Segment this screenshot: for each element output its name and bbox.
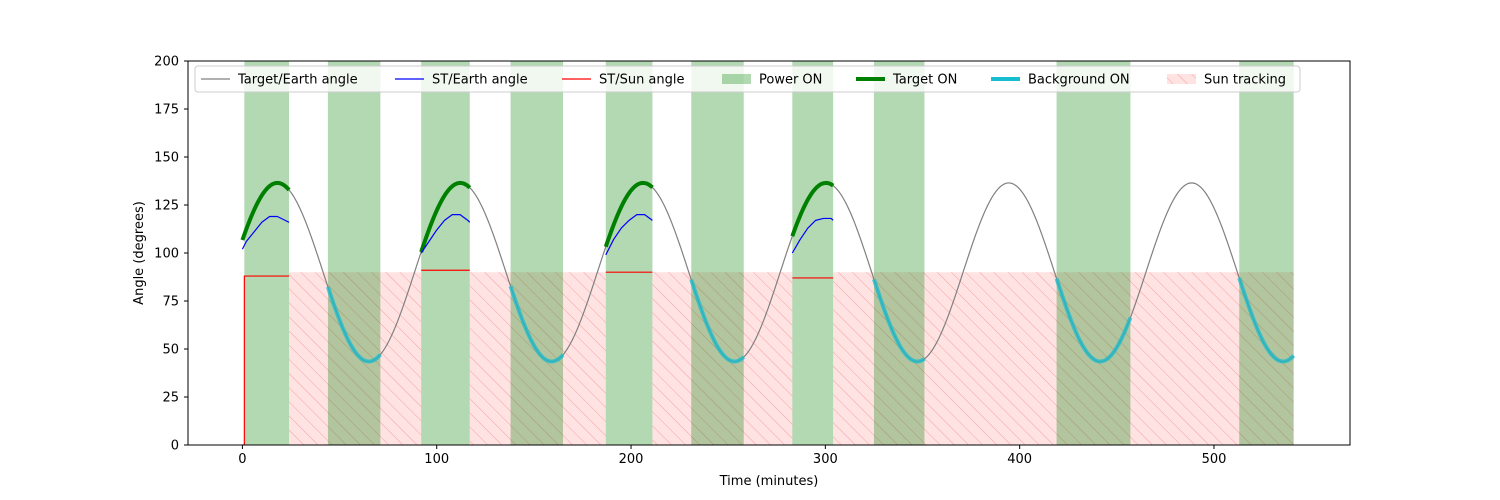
y-tick-label: 0	[171, 439, 179, 454]
legend-label: Target ON	[892, 73, 957, 88]
legend-label: ST/Sun angle	[599, 73, 685, 88]
legend-label: ST/Earth angle	[432, 73, 528, 88]
power-on-band	[244, 61, 290, 445]
power-on-band	[792, 61, 834, 445]
legend-label: Background ON	[1028, 73, 1130, 88]
background-on-segment	[689, 279, 746, 364]
legend-handle-hatch	[1167, 74, 1196, 84]
st-earth-segment	[241, 215, 290, 250]
power-on-band	[327, 61, 381, 445]
y-axis-label: Angle (degrees)	[132, 201, 147, 305]
background-on-segment	[508, 285, 565, 364]
power-on-band	[510, 61, 564, 445]
y-tick-label: 175	[154, 103, 179, 118]
y-tick-label: 125	[154, 199, 179, 214]
y-tick-label: 75	[162, 295, 179, 310]
target-on-segment	[790, 180, 835, 237]
target-on-segment	[419, 180, 472, 253]
power-on-band	[605, 61, 653, 445]
background-on-segment	[1054, 277, 1133, 364]
st-earth-segment	[791, 217, 834, 254]
lines-layer	[240, 180, 1296, 445]
y-tick-label: 50	[162, 343, 179, 358]
background-on-segment	[872, 278, 926, 364]
background-on-segment	[326, 286, 382, 364]
x-tick-label: 0	[238, 452, 246, 467]
y-tick-label: 150	[154, 151, 179, 166]
x-tick-label: 100	[424, 452, 449, 467]
sun-tracking-hatch	[652, 272, 793, 445]
power-on-band	[1056, 61, 1131, 445]
power-on-layer	[244, 61, 1294, 445]
st-earth-segment	[605, 214, 653, 256]
power-on-band	[873, 61, 925, 445]
x-tick-label: 200	[619, 452, 644, 467]
axes-layer: 0 100 200 300 400 500 0 25 50 75 100 125 150 175 200 Ti…	[132, 55, 1351, 489]
y-tick-label: 25	[162, 391, 179, 406]
target-on-segment	[240, 180, 291, 241]
sun-tracking-hatch	[469, 272, 606, 445]
power-on-band	[421, 61, 470, 445]
sun-tracking-hatch	[289, 272, 422, 445]
st-earth-segment	[420, 214, 471, 254]
x-tick-label: 500	[1202, 452, 1227, 467]
x-axis-label: Time (minutes)	[719, 474, 819, 489]
power-on-band	[691, 61, 744, 445]
legend-label: Target/Earth angle	[237, 73, 358, 88]
legend-box	[194, 65, 1301, 93]
y-tick-label: 100	[154, 247, 179, 262]
y-tick-label: 200	[154, 55, 179, 70]
power-on-band	[1239, 61, 1294, 445]
legend-label: Sun tracking	[1204, 73, 1286, 88]
legend-handle	[722, 74, 751, 84]
st-sun-segment	[242, 275, 290, 445]
target-on-segment	[603, 180, 654, 248]
legend-label: Power ON	[759, 73, 822, 88]
legend: Target/Earth angle ST/Earth angle ST/Sun a…	[194, 65, 1301, 93]
background-on-segment	[1237, 277, 1296, 364]
x-tick-label: 400	[1007, 452, 1032, 467]
x-tick-label: 300	[813, 452, 838, 467]
